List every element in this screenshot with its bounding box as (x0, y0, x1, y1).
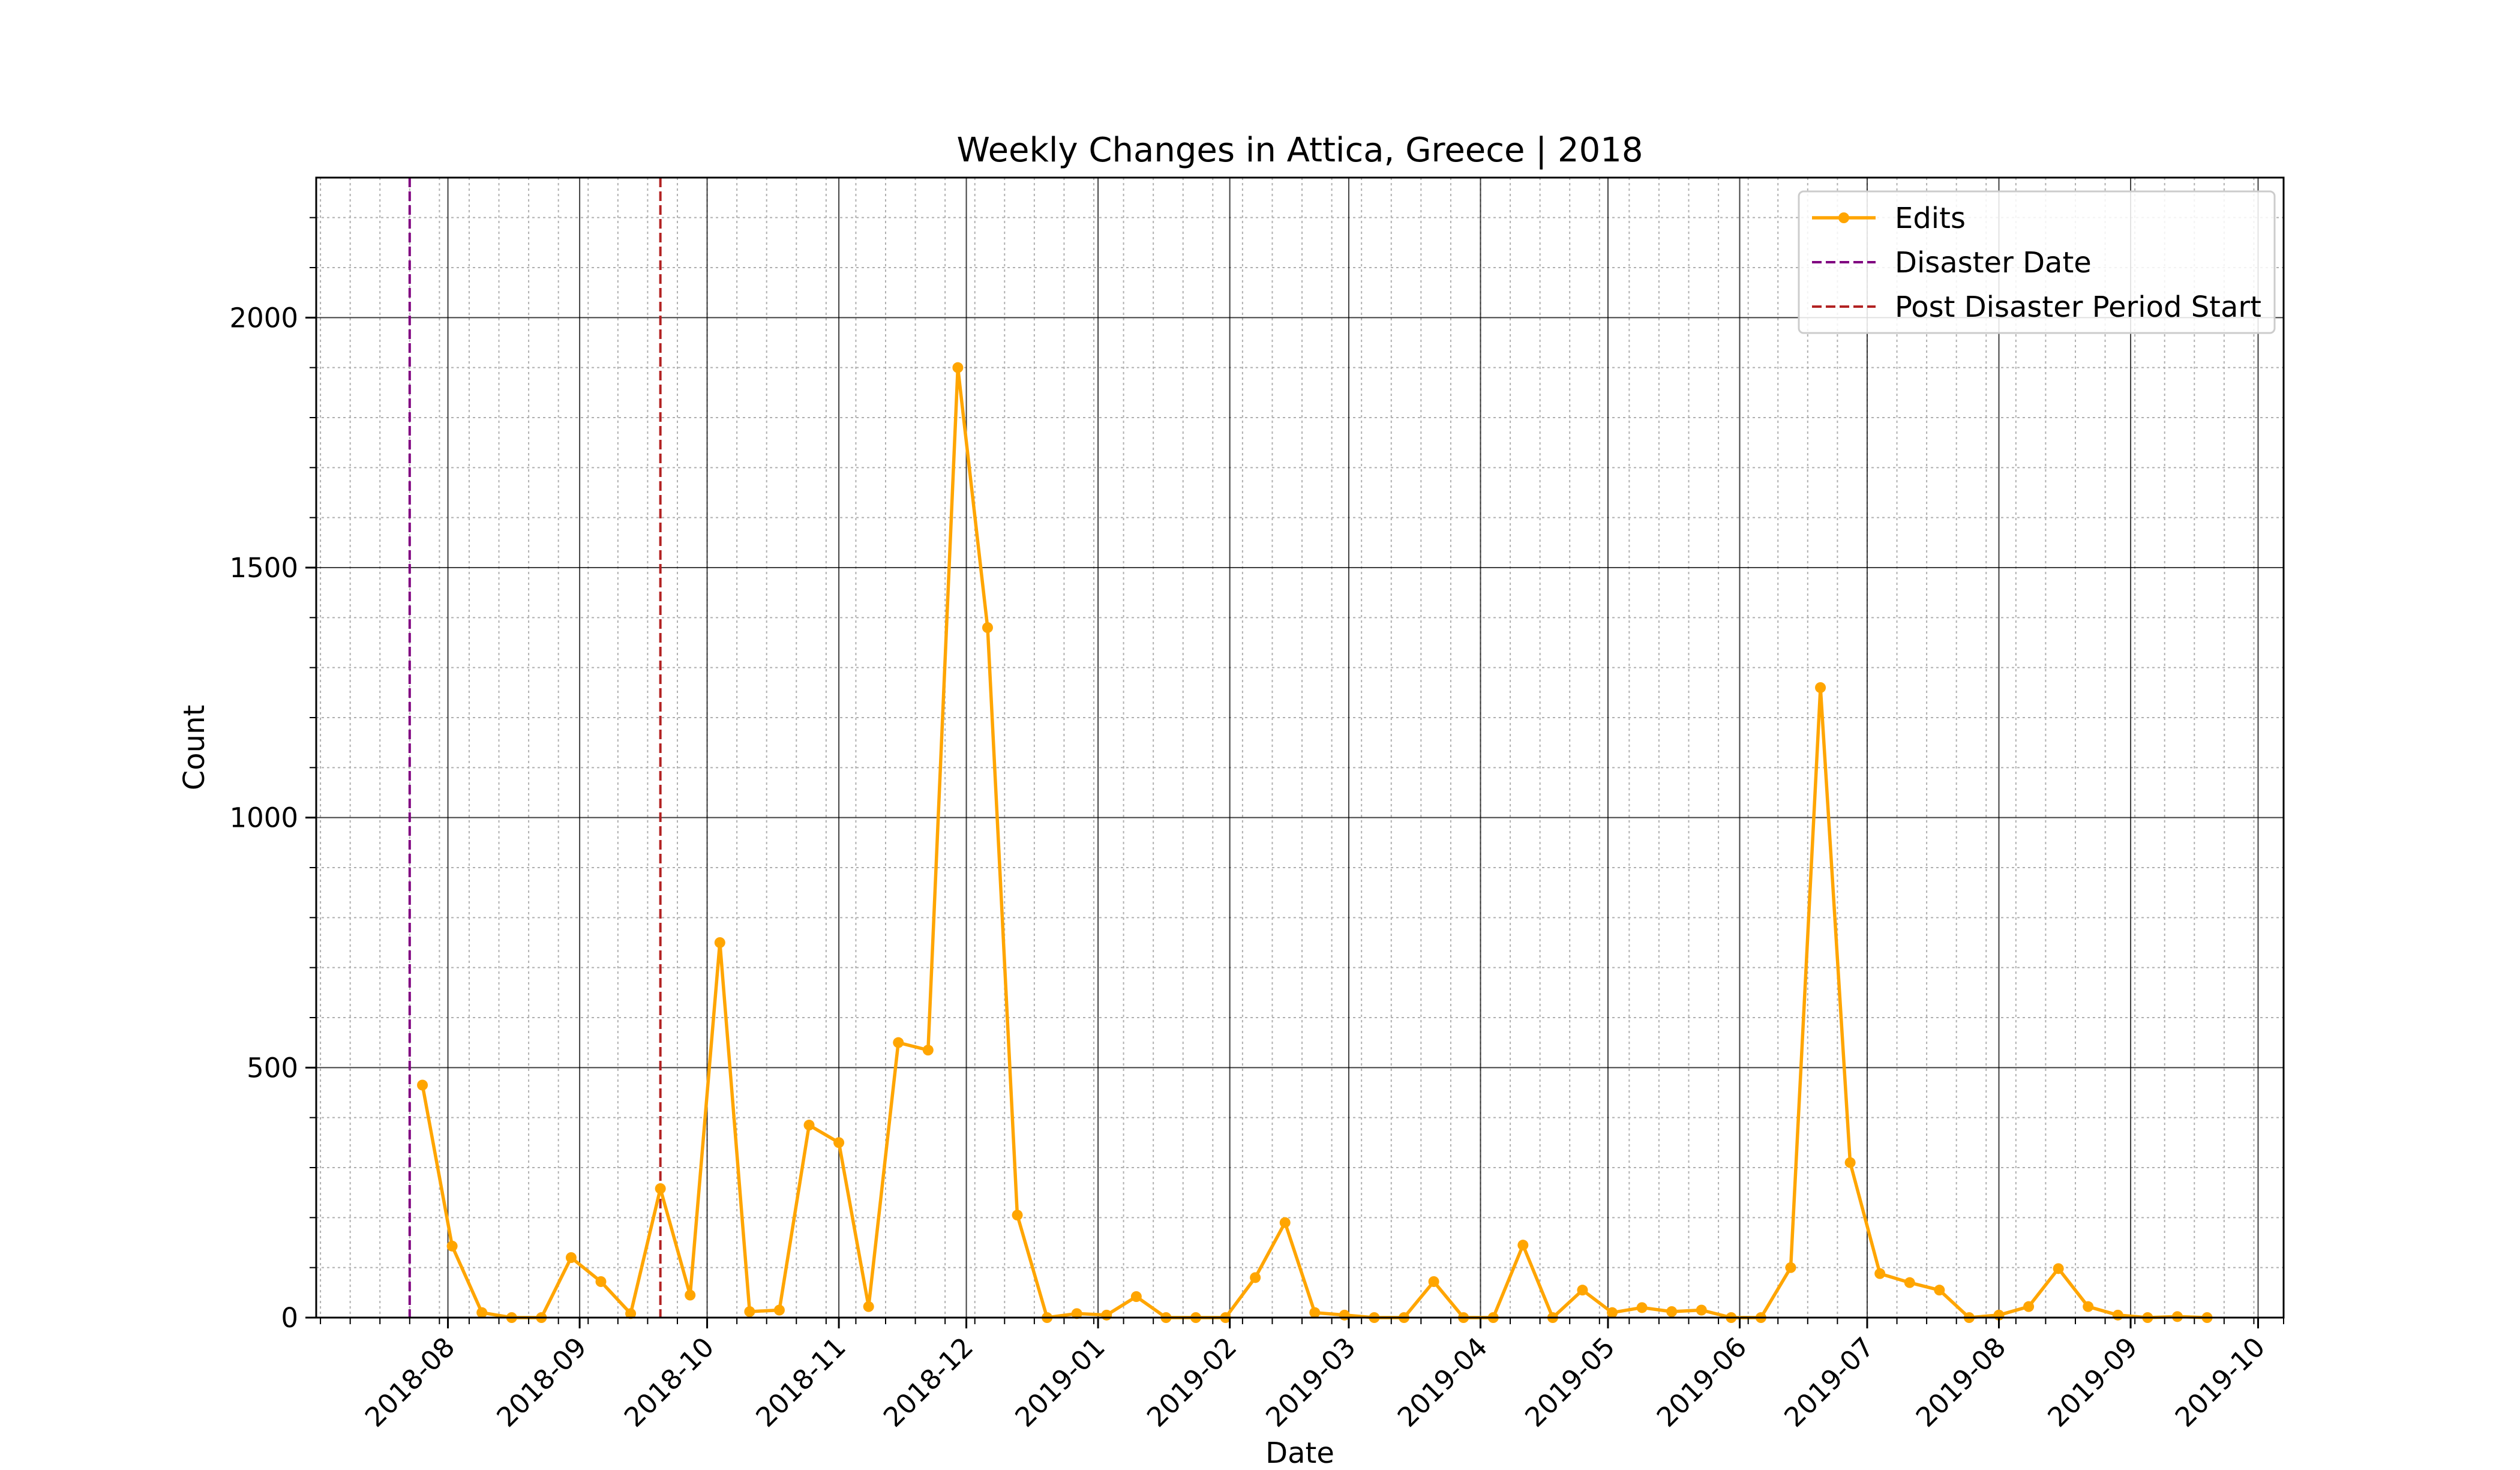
series-layer (417, 362, 2213, 1323)
x-axis-label: Date (1265, 1436, 1334, 1470)
data-point (565, 1252, 577, 1263)
legend-label: Edits (1895, 202, 1966, 235)
data-point (1874, 1268, 1886, 1279)
data-point (863, 1301, 874, 1312)
data-point (1934, 1285, 1945, 1296)
data-point (833, 1137, 845, 1148)
data-point (2023, 1301, 2035, 1312)
data-point (595, 1276, 607, 1287)
data-point (1279, 1217, 1291, 1228)
data-point (922, 1045, 934, 1056)
minor-gridlines (316, 178, 2284, 1318)
data-point (1130, 1291, 1142, 1302)
data-point (1071, 1308, 1082, 1319)
data-point (803, 1120, 815, 1131)
y-tick-label: 0 (281, 1302, 298, 1334)
legend-label: Post Disaster Period Start (1895, 290, 2261, 324)
data-point (1844, 1157, 1856, 1168)
data-point (1904, 1277, 1915, 1288)
data-point (1517, 1240, 1529, 1251)
data-point (1815, 682, 1826, 693)
data-point (714, 937, 725, 948)
data-point (1666, 1306, 1678, 1317)
data-point (773, 1304, 785, 1316)
data-point (1309, 1307, 1321, 1318)
y-axis-label: Count (178, 705, 211, 791)
data-point (2083, 1301, 2094, 1312)
data-point (655, 1183, 666, 1194)
data-point (1785, 1262, 1796, 1273)
legend-label: Disaster Date (1895, 246, 2092, 280)
data-point (446, 1240, 458, 1252)
y-tick-label: 2000 (229, 302, 298, 334)
data-point (1696, 1304, 1707, 1316)
legend: Edits Disaster Date Post Disaster Period S… (1798, 190, 2276, 334)
legend-box (1798, 190, 2276, 334)
data-point (625, 1308, 637, 1319)
data-point (1012, 1210, 1023, 1221)
data-point (2053, 1263, 2064, 1274)
reference-lines (408, 178, 662, 1318)
legend-marker (1838, 212, 1849, 223)
data-point (1250, 1272, 1261, 1283)
data-point (476, 1307, 488, 1318)
data-point (1636, 1302, 1648, 1313)
data-point (1428, 1276, 1439, 1287)
data-point (893, 1037, 904, 1048)
y-tick-label: 1000 (229, 802, 298, 834)
data-point (685, 1289, 696, 1301)
y-tick-label: 1500 (229, 552, 298, 584)
data-point (417, 1079, 428, 1091)
data-point (2171, 1311, 2183, 1322)
data-point (2112, 1309, 2123, 1321)
plot-area-frame (315, 176, 2285, 1319)
data-point (1101, 1309, 1112, 1321)
y-tick-label: 500 (247, 1052, 298, 1084)
data-point (1607, 1307, 1618, 1318)
data-point (982, 622, 993, 633)
data-point (1577, 1285, 1588, 1296)
chart-title: Weekly Changes in Attica, Greece | 2018 (957, 131, 1643, 170)
data-point (744, 1306, 755, 1317)
data-point (952, 362, 964, 373)
